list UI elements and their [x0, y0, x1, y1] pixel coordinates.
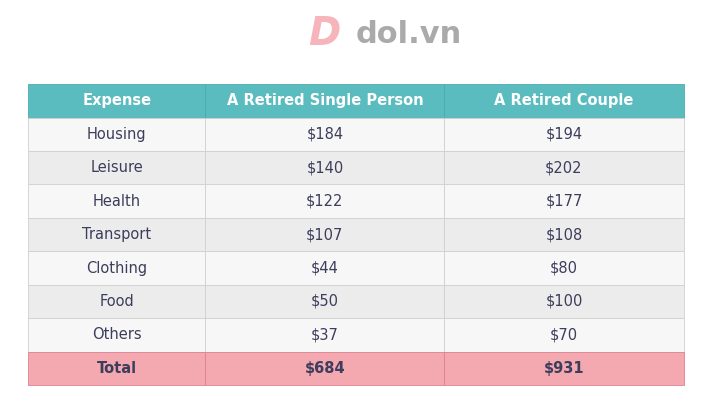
Text: $80: $80: [550, 261, 578, 275]
Text: $107: $107: [306, 227, 344, 242]
Text: $44: $44: [311, 261, 339, 275]
Text: $194: $194: [545, 127, 582, 142]
Text: Others: Others: [92, 327, 142, 342]
Text: $122: $122: [306, 194, 344, 209]
Text: Food: Food: [100, 294, 135, 309]
Text: $108: $108: [545, 227, 582, 242]
Text: $202: $202: [545, 160, 582, 175]
Text: A Retired Single Person: A Retired Single Person: [226, 93, 423, 108]
Text: $37: $37: [311, 327, 339, 342]
Text: $684: $684: [305, 361, 345, 376]
Text: $70: $70: [550, 327, 578, 342]
Text: Clothing: Clothing: [86, 261, 147, 275]
Text: $100: $100: [545, 294, 582, 309]
Text: $184: $184: [306, 127, 343, 142]
Text: dol.vn: dol.vn: [356, 20, 462, 49]
Text: $177: $177: [545, 194, 582, 209]
Text: $50: $50: [311, 294, 339, 309]
Text: D: D: [308, 15, 340, 53]
Text: Transport: Transport: [83, 227, 152, 242]
Text: Total: Total: [97, 361, 137, 376]
Text: Health: Health: [93, 194, 141, 209]
Text: Leisure: Leisure: [90, 160, 143, 175]
Text: Housing: Housing: [87, 127, 147, 142]
Text: Expense: Expense: [83, 93, 152, 108]
Text: $140: $140: [306, 160, 343, 175]
Text: A Retired Couple: A Retired Couple: [494, 93, 634, 108]
Text: $931: $931: [544, 361, 585, 376]
